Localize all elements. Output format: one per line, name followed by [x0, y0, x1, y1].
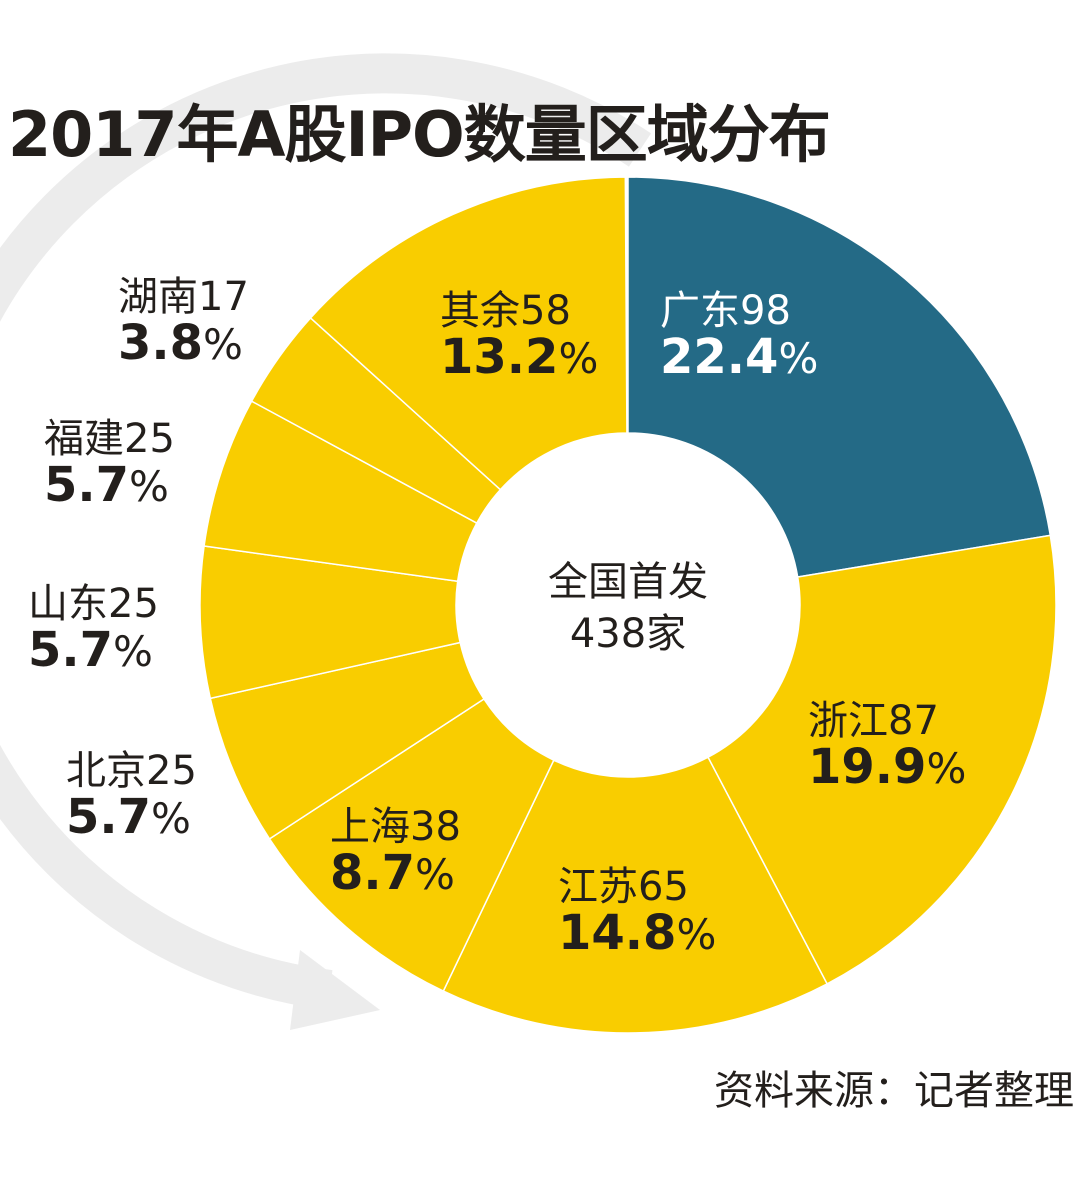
source-note: 资料来源：记者整理: [714, 1068, 1074, 1114]
slice-name-count: 北京25: [66, 748, 197, 794]
slice-name-count: 浙江87: [808, 698, 939, 744]
slice-3: [268, 697, 555, 993]
slice-label-1: 浙江87 19.9%: [808, 700, 966, 792]
slice-percent: 5.7%: [44, 457, 169, 513]
slice-percent: 5.7%: [66, 789, 191, 845]
chart-title: 2017年A股IPO数量区域分布: [8, 98, 831, 171]
slice-label-5: 山东25 5.7%: [28, 583, 159, 675]
slice-percent: 8.7%: [330, 845, 455, 901]
center-label-line1: 全国首发: [548, 559, 708, 605]
slice-2: [442, 756, 829, 1034]
slice-name-count: 上海38: [330, 804, 461, 850]
slice-percent: 14.8%: [558, 905, 717, 961]
slice-label-0: 广东98 22.4%: [660, 290, 818, 382]
slice-percent: 3.8%: [118, 315, 243, 371]
slice-label-7: 湖南17 3.8%: [118, 276, 249, 368]
slice-name-count: 其余58: [440, 288, 571, 334]
center-label-line2: 438家: [569, 611, 687, 657]
slice-percent: 22.4%: [660, 329, 819, 385]
background-swoosh: [0, 53, 652, 1010]
slice-percent: 5.7%: [28, 622, 153, 678]
slice-8: [309, 176, 628, 491]
slice-label-8: 其余58 13.2%: [440, 290, 598, 382]
slice-label-3: 上海38 8.7%: [330, 806, 461, 898]
slice-name-count: 山东25: [28, 581, 159, 627]
background-swoosh-arrow: [290, 950, 380, 1030]
slice-percent: 19.9%: [808, 739, 967, 795]
slice-label-2: 江苏65 14.8%: [558, 866, 716, 958]
slice-name-count: 湖南17: [118, 274, 249, 320]
slice-name-count: 广东98: [660, 288, 791, 334]
slice-label-6: 福建25 5.7%: [44, 418, 175, 510]
slice-label-4: 北京25 5.7%: [66, 750, 197, 842]
slice-name-count: 江苏65: [558, 864, 689, 910]
center-label: 全国首发 438家: [500, 556, 756, 660]
slice-1: [706, 534, 1057, 985]
slice-0: [627, 176, 1052, 578]
slice-name-count: 福建25: [44, 416, 175, 462]
slice-percent: 13.2%: [440, 329, 599, 385]
